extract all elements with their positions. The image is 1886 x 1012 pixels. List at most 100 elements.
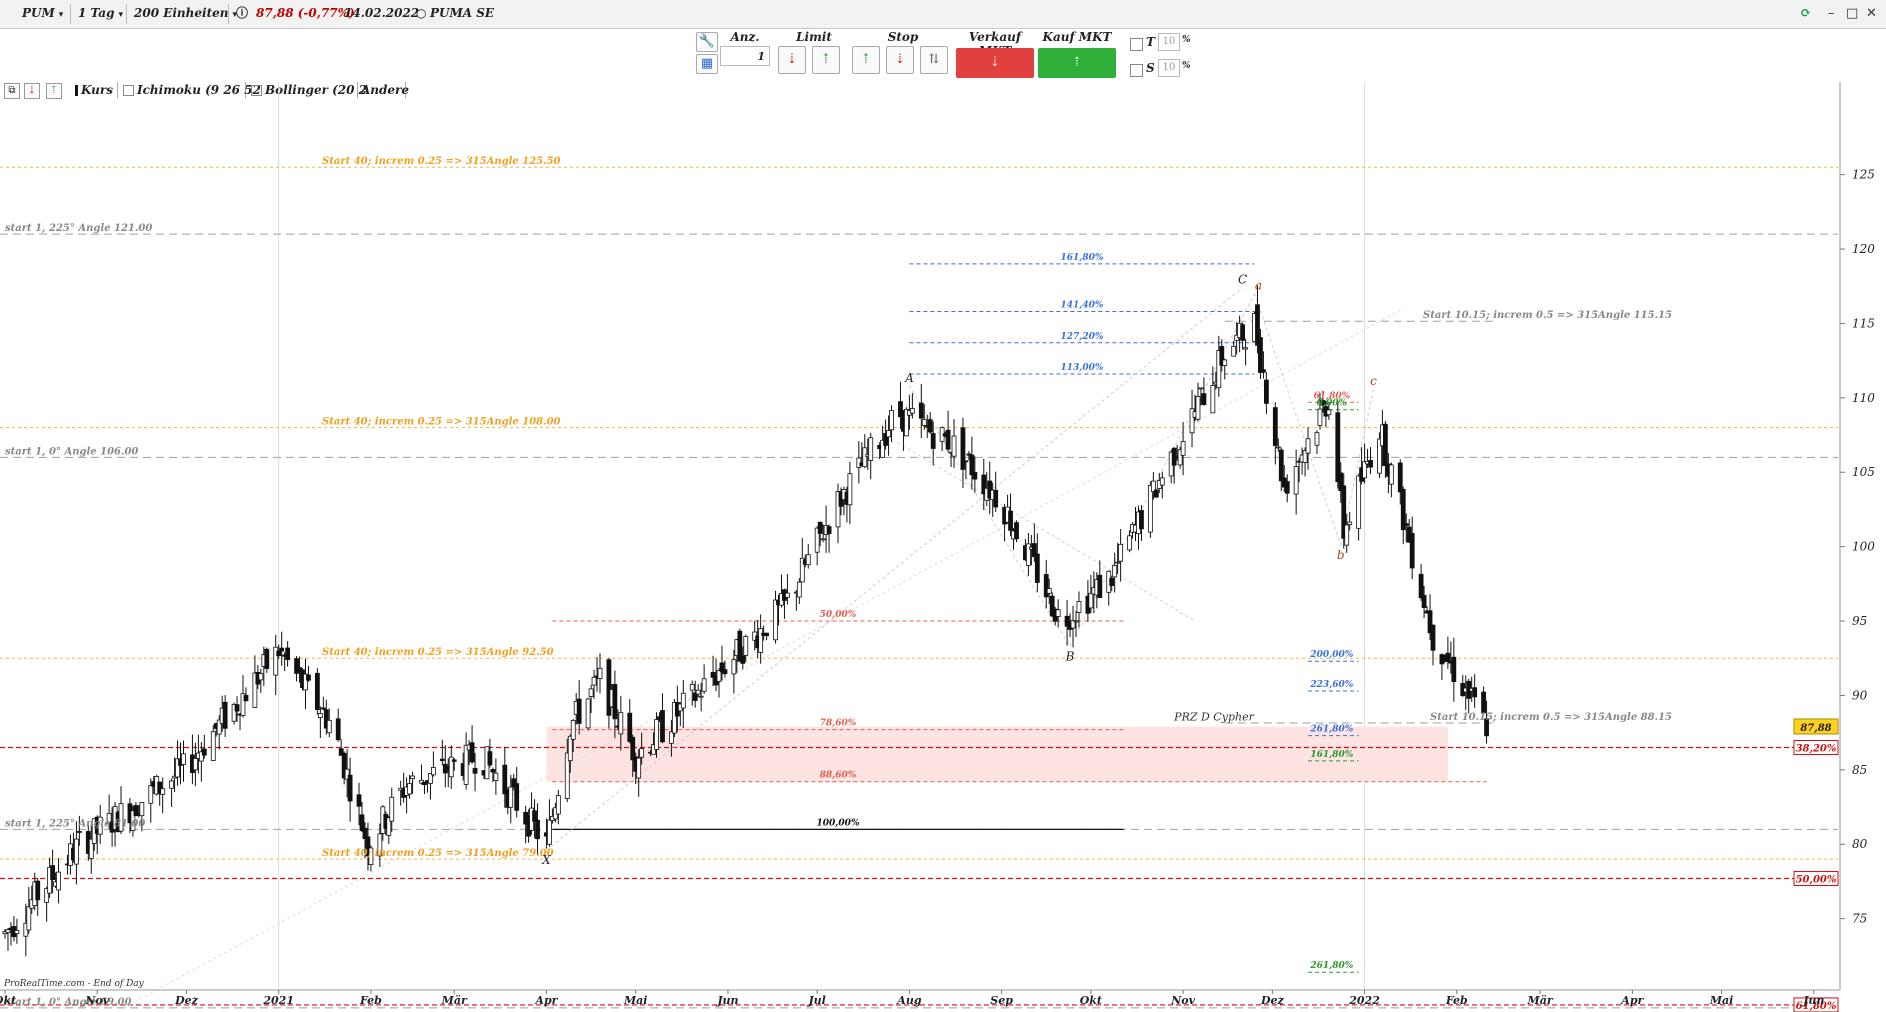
indicator-kurs[interactable]: Kurs [72, 82, 118, 98]
candle-body [716, 670, 722, 682]
x-tick-label: Dez [174, 994, 199, 1007]
candle-body [1347, 521, 1353, 525]
units-select[interactable]: 200 Einheiten ▾ [130, 4, 241, 23]
candle-body [469, 742, 475, 763]
price-chart[interactable]: PRZ D Cypher start 1, 225° Angle 121.00 st… [0, 82, 1886, 1012]
candle-body [618, 712, 624, 735]
candle-body [74, 838, 79, 865]
candle-body [1115, 561, 1121, 564]
stop-loss-input[interactable]: 10 [1158, 59, 1180, 77]
grid-layer [278, 82, 1366, 990]
candle-body [1210, 385, 1216, 414]
candle-body [909, 408, 915, 414]
fib-right-label: 161,80% [1310, 750, 1353, 760]
candle-body [76, 831, 82, 833]
candle-body [1064, 615, 1070, 627]
indicator-andere[interactable]: Andere [358, 82, 409, 98]
candle-body [234, 704, 240, 712]
candle-body [660, 710, 665, 743]
x-tick-label: Apr [1620, 994, 1644, 1007]
quantity-label: Anz. [730, 30, 760, 44]
stop-trailing-button[interactable]: ⇅ [920, 46, 948, 74]
last-price: 87,88 (-0,77%) [256, 6, 355, 20]
x-tick-label: Apr [534, 994, 558, 1007]
candle-body [904, 408, 909, 437]
candle-body [511, 778, 517, 788]
candle-body [1014, 522, 1019, 540]
candle-body [222, 701, 228, 729]
candle-body [1388, 464, 1394, 485]
candle-body [1484, 718, 1489, 737]
maximize-icon[interactable]: □ [1846, 6, 1859, 21]
y-tick-label: 110 [1852, 391, 1875, 405]
candle-body [231, 703, 237, 722]
window-icon[interactable]: ⧉ [4, 83, 20, 99]
candle-body [448, 756, 454, 778]
candle-body [981, 474, 987, 495]
candle-body [216, 719, 222, 735]
candle-body [410, 775, 415, 780]
candle-body [508, 786, 514, 808]
candle-body [1258, 337, 1263, 373]
limit-sell-button[interactable]: ⇣ [778, 46, 806, 74]
close-icon[interactable]: ✕ [1866, 6, 1877, 21]
candle-body [181, 753, 186, 765]
candle-body [1147, 485, 1153, 533]
candle-body [1026, 543, 1031, 566]
candle-body [439, 758, 445, 762]
candle-body [868, 437, 874, 461]
minimize-icon[interactable]: – [1828, 6, 1835, 21]
info-icon[interactable]: ⓘ [236, 6, 249, 20]
candle-body [422, 781, 427, 786]
candle-body [1314, 432, 1320, 446]
candle-body [1240, 324, 1245, 341]
candle-body [56, 871, 61, 891]
candle-body [701, 678, 707, 692]
retracement-label: 38,20% [1796, 744, 1837, 755]
indicator-bollinger[interactable]: Bollinger (20 2 [248, 82, 367, 98]
candle-body [689, 683, 695, 691]
keypad-icon[interactable]: ▦ [696, 54, 718, 74]
candle-body [576, 698, 582, 724]
candle-body [201, 748, 207, 756]
pattern-point-label: X [541, 853, 551, 867]
candle-body [1400, 488, 1406, 531]
quantity-input[interactable]: 1 [720, 46, 770, 66]
pattern-line [908, 385, 1071, 647]
candle-body [1421, 594, 1427, 608]
take-profit-checkbox[interactable] [1130, 38, 1143, 51]
buy-market-button[interactable]: ⇡ [1038, 48, 1116, 78]
buy-arrow-icon[interactable]: ⇡ [46, 83, 62, 99]
candle-body [1034, 553, 1040, 583]
sell-market-button[interactable]: ⇣ [956, 48, 1034, 78]
candle-body [1481, 691, 1486, 714]
candle-body [1326, 409, 1332, 416]
take-profit-input[interactable]: 10 [1158, 33, 1180, 51]
stop-buy-button[interactable]: ⇡ [852, 46, 880, 74]
interval-select[interactable]: 1 Tag ▾ [74, 4, 127, 23]
indicator-ichimoku[interactable]: Ichimoku (9 26 52 [120, 82, 261, 98]
stop-loss-checkbox[interactable] [1130, 64, 1143, 77]
wrench-icon[interactable]: 🔧 [696, 32, 718, 52]
candle-body [963, 460, 969, 463]
candle-body [258, 672, 264, 681]
candle-body [654, 719, 659, 750]
candle-body [737, 630, 743, 662]
candle-body [555, 795, 561, 815]
symbol-select[interactable]: PUM ▾ [18, 4, 67, 23]
sync-icon[interactable]: ⟳ [1800, 6, 1811, 21]
fib-right-label: 0,00% [1317, 399, 1348, 409]
fib-upper-label: 113,00% [1060, 363, 1103, 373]
candle-body [5, 929, 11, 933]
label-layer: PRZ D Cypher start 1, 225° Angle 121.00 st… [3, 156, 1839, 1012]
candle-body [306, 674, 311, 681]
candle-body [1070, 620, 1076, 629]
limit-buy-button[interactable]: ⇡ [812, 46, 840, 74]
sell-arrow-icon[interactable]: ⇣ [24, 83, 40, 99]
stop-sell-button[interactable]: ⇣ [886, 46, 914, 74]
gann-label: Start 40; increm 0.25 => 315Angle 79.00 [322, 848, 554, 859]
y-tick-label: 115 [1852, 316, 1875, 330]
candle-body [389, 796, 395, 822]
candle-body [627, 712, 633, 742]
candle-body [719, 662, 725, 673]
